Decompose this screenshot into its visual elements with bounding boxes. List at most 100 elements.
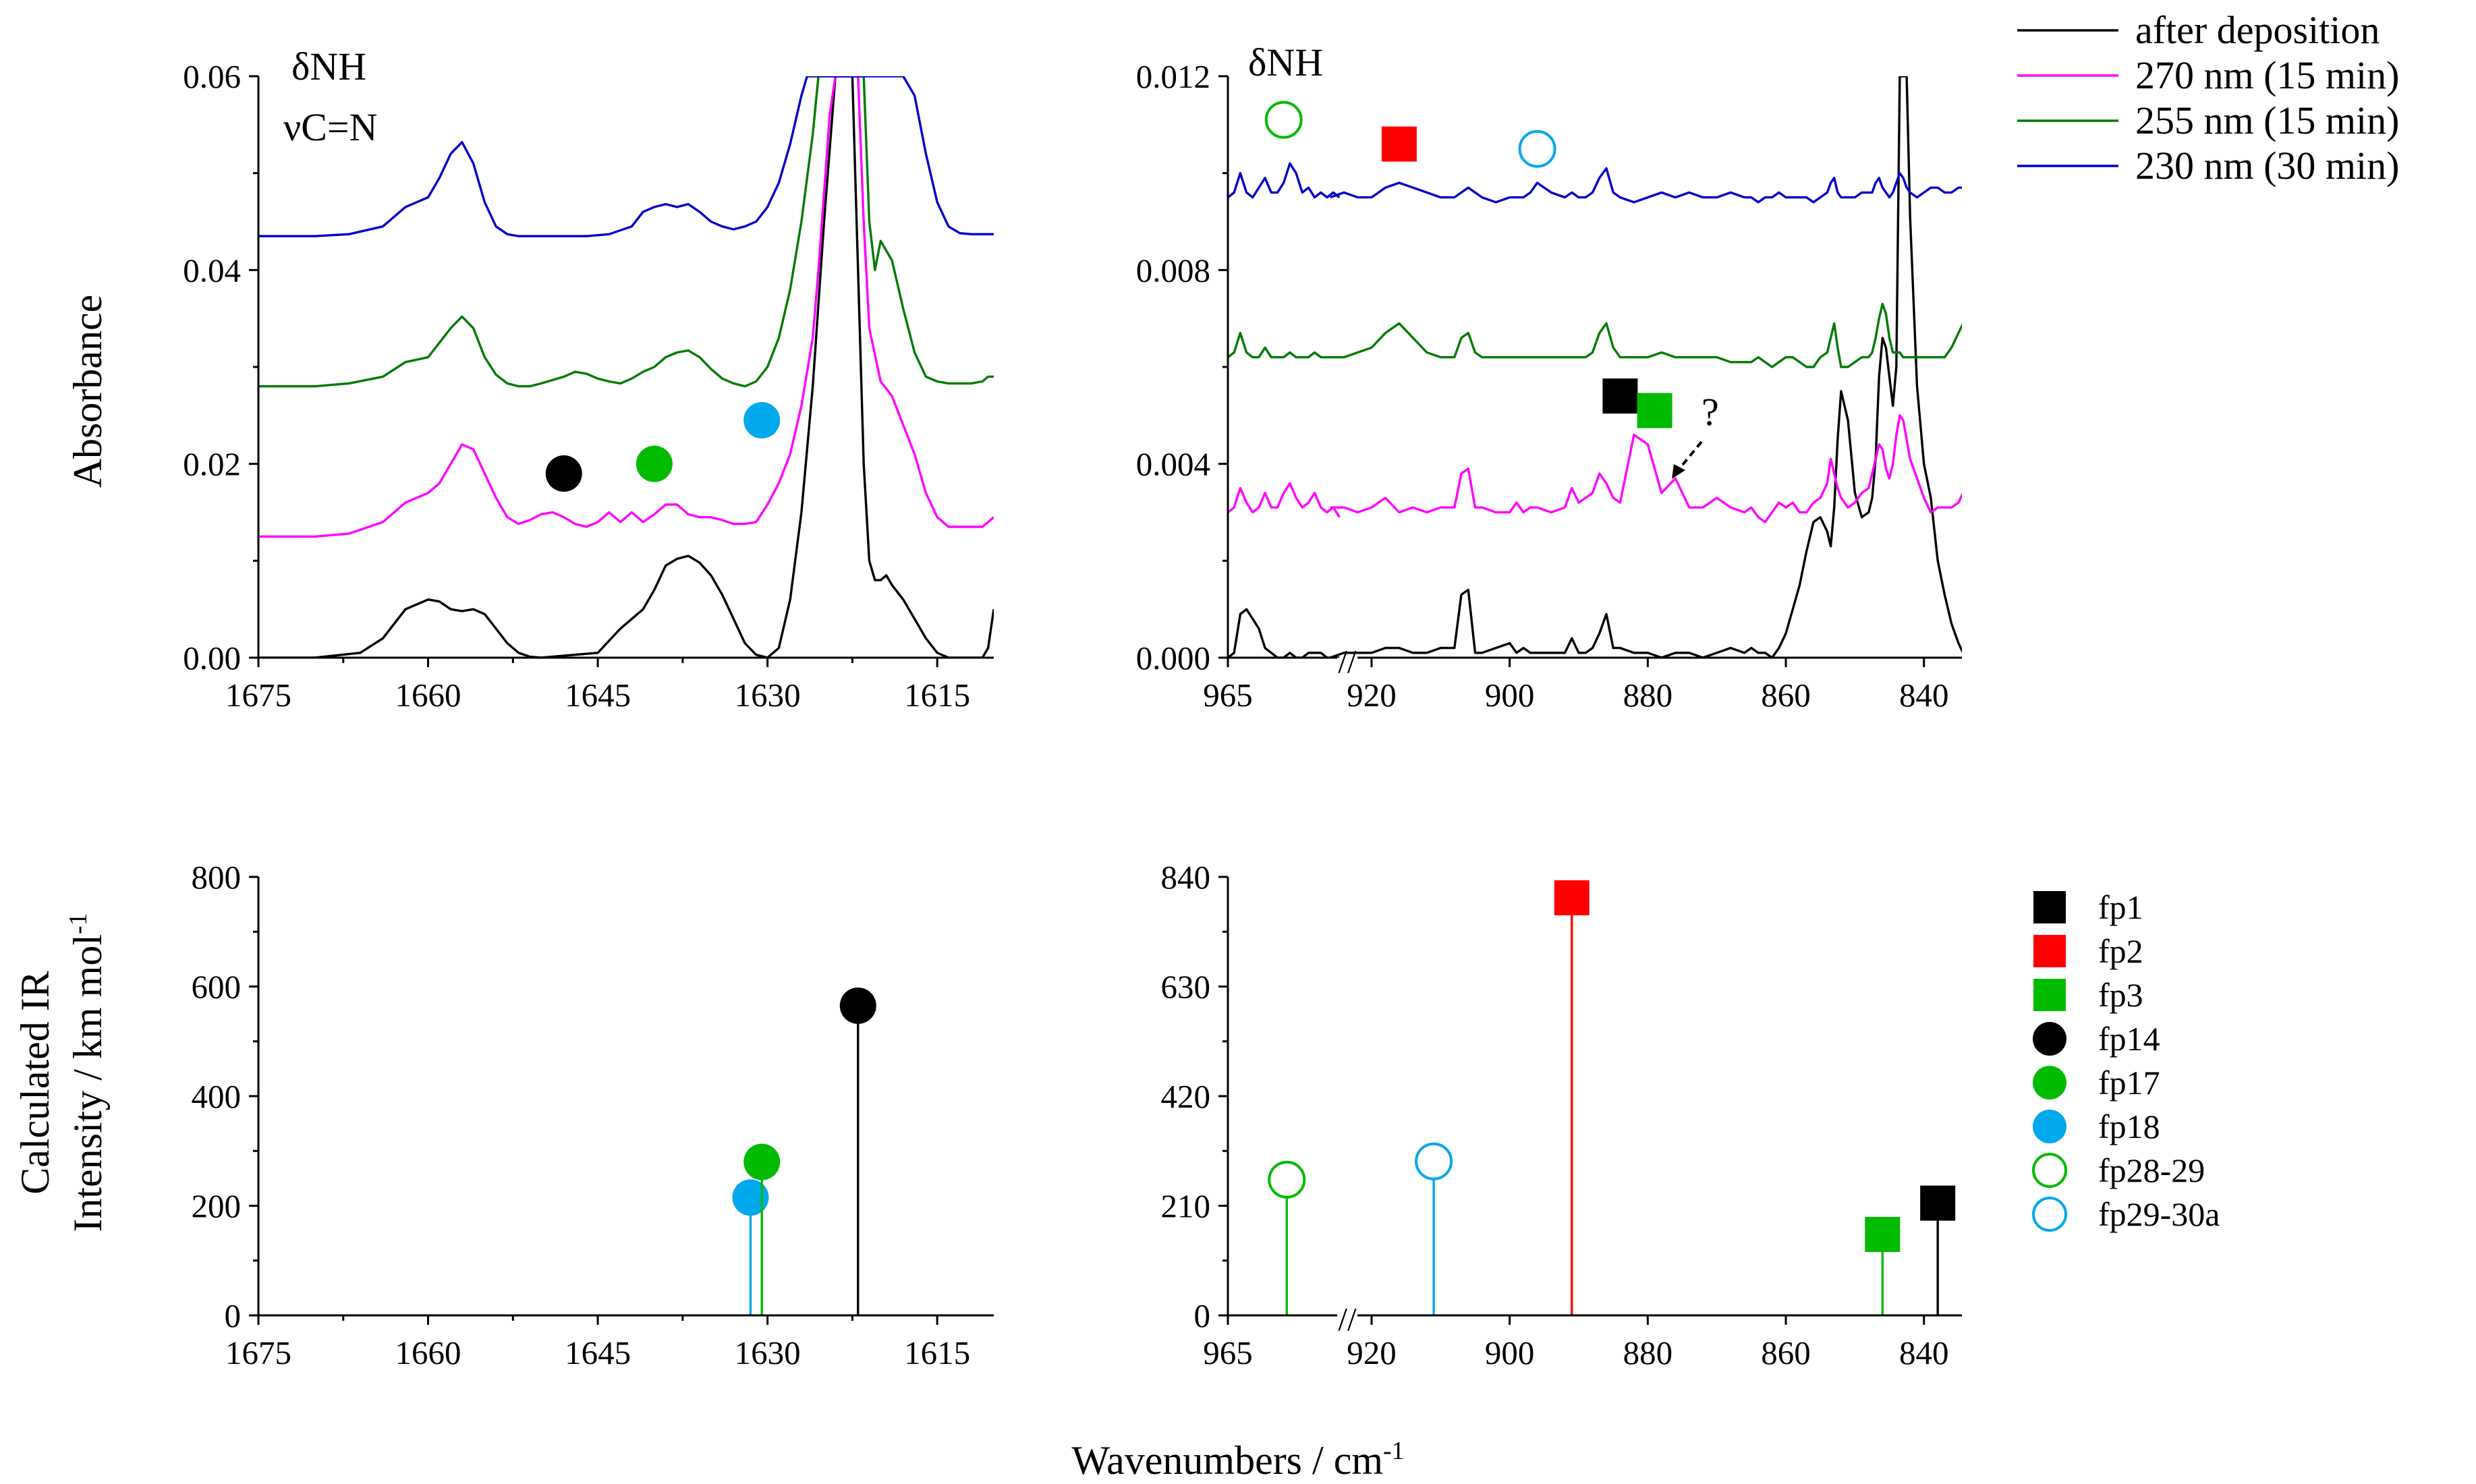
- legend-species-swatch: [2032, 1153, 2067, 1188]
- tr-axis-break: //: [1338, 643, 1357, 680]
- tr-x-tick-label: 840: [1899, 677, 1949, 714]
- panel-calculated-left: 1675 1660 1645 1630 1615 0 200 400 600 800: [192, 859, 994, 1371]
- legend-species-label: fp3: [2098, 976, 2143, 1014]
- tl-x-tick-label: 1630: [735, 677, 801, 714]
- tr-x-tick-label: 860: [1761, 677, 1811, 714]
- tr-plot-area: [1228, 76, 1962, 658]
- bl-y-axis-label-main: Intensity / km mol: [65, 934, 110, 1232]
- legend-spectra-label: 230 nm (30 min): [2135, 144, 2399, 188]
- tr-marker-fp28-29: [1264, 101, 1303, 139]
- tr-y-tick-label: 0.000: [1136, 639, 1210, 677]
- br-x-tick-label: 860: [1761, 1334, 1811, 1371]
- legend-species-swatch: [2033, 1110, 2066, 1143]
- bl-x-tick-label: 1645: [565, 1334, 631, 1371]
- tl-x-tick-label: 1660: [395, 677, 461, 714]
- bl-y-tick-label: 600: [192, 969, 242, 1006]
- legend-species-swatch: [2033, 1066, 2066, 1100]
- tl-series-after-deposition: [258, 76, 994, 658]
- tr-series-270-nm-15-min-: [1228, 414, 1962, 523]
- br-stick-marker-fp1: [1920, 1185, 1956, 1221]
- tl-y-tick-label: 0.02: [183, 446, 241, 483]
- tr-series-230-nm-30-min-: [1228, 162, 1962, 204]
- legend-species-label: fp1: [2098, 888, 2143, 926]
- br-y-tick-label: 630: [1161, 969, 1211, 1006]
- x-axis-label-main: Wavenumbers / cm: [1071, 1438, 1383, 1483]
- br-y-tick-label: 420: [1161, 1078, 1211, 1115]
- panel-experimental-left: 1675 1660 1645 1630 1615 0.00 0.02 0.04 0.06: [183, 58, 994, 714]
- tr-y-tick-label: 0.012: [1136, 58, 1210, 95]
- legend-species-swatch: [2033, 979, 2066, 1011]
- panel-calculated-right: // 965 920 900 880 860 840 0 210 420 630 840: [1161, 859, 1962, 1371]
- bl-x-tick-label: 1630: [735, 1334, 801, 1371]
- bl-stick-marker-fp18: [732, 1179, 769, 1216]
- tr-x-tick-label: 900: [1485, 677, 1535, 714]
- br-axis-break: //: [1338, 1301, 1357, 1338]
- bl-x-tick-label: 1615: [904, 1334, 970, 1371]
- tr-marker-fp3: [1637, 393, 1672, 428]
- tr-x-tick-label: 920: [1347, 677, 1397, 714]
- legend-species-swatch: [2033, 1022, 2066, 1056]
- tl-y-axis-label: Absorbance: [65, 295, 110, 488]
- tr-marker-fp2: [1381, 126, 1417, 162]
- br-x-tick-label: 920: [1347, 1334, 1397, 1371]
- bl-y-axis-label-sup: -1: [64, 913, 92, 934]
- br-stick-marker-fp29-30a: [1415, 1142, 1453, 1180]
- tl-series-255-nm-15-min-: [258, 76, 994, 388]
- br-y-tick-label: 210: [1161, 1188, 1211, 1225]
- legend-spectra-label: after deposition: [2135, 8, 2380, 52]
- legend-spectra-label: 255 nm (15 min): [2135, 98, 2399, 142]
- br-x-tick-label: 880: [1623, 1334, 1673, 1371]
- bl-y-axis-label-line2: Intensity / km mol-1: [64, 913, 110, 1232]
- tr-x-tick-label: 965: [1203, 677, 1253, 714]
- bl-y-tick-label: 400: [192, 1078, 242, 1115]
- tr-series-255-nm-15-min-: [1228, 302, 1962, 368]
- tl-y-tick-label: 0.04: [183, 252, 241, 289]
- tr-series-after-deposition: [1228, 76, 1962, 658]
- tl-marker-fp17: [636, 445, 673, 482]
- tl-marker-fp14: [545, 455, 582, 492]
- br-x-tick-label: 840: [1899, 1334, 1949, 1371]
- legend-species-label: fp18: [2098, 1108, 2160, 1145]
- legend-species-swatch: [2033, 891, 2066, 923]
- bl-x-tick-label: 1675: [225, 1334, 291, 1371]
- tr-marker-fp29-30a: [1518, 130, 1556, 168]
- tl-x-tick-label: 1615: [904, 677, 970, 714]
- bl-stick-marker-fp14: [839, 987, 876, 1024]
- tl-marker-fp18: [743, 402, 781, 439]
- annotation-vcn: νC=N: [283, 105, 378, 149]
- br-x-tick-label: 900: [1485, 1334, 1535, 1371]
- tr-x-tick-label: 880: [1623, 677, 1673, 714]
- x-axis-label-sup: -1: [1383, 1437, 1405, 1465]
- tr-y-tick-label: 0.008: [1136, 252, 1210, 289]
- tl-y-tick-label: 0.00: [183, 639, 241, 677]
- legend-species-label: fp28-29: [2098, 1151, 2205, 1189]
- legend-species-label: fp2: [2098, 932, 2143, 970]
- tl-x-tick-label: 1645: [565, 677, 631, 714]
- tr-marker-fp1: [1602, 378, 1638, 414]
- legend-species-label: fp29-30a: [2098, 1195, 2220, 1233]
- tl-series-270-nm-15-min-: [258, 76, 994, 538]
- x-axis-label: Wavenumbers / cm-1: [1071, 1437, 1404, 1483]
- bl-x-tick-label: 1660: [395, 1334, 461, 1371]
- tl-y-tick-label: 0.06: [183, 58, 241, 95]
- br-y-tick-label: 840: [1161, 859, 1211, 896]
- bl-y-tick-label: 0: [225, 1297, 242, 1334]
- legend-species-label: fp14: [2098, 1020, 2160, 1058]
- annotation-question-arrow: [1675, 440, 1703, 474]
- annotation-dnh-left: δNH: [291, 45, 366, 88]
- tl-series-230-nm-30-min-: [258, 76, 994, 237]
- br-stick-marker-fp2: [1554, 880, 1589, 915]
- br-stick-marker-fp28-29: [1268, 1160, 1306, 1199]
- annotation-question-arrowhead: [1672, 464, 1685, 479]
- tl-plot-area: [258, 76, 994, 658]
- panel-experimental-right: // 965 920 900 880 860 840 0.000 0.004 0.008 0.012: [1136, 58, 1962, 714]
- legend-spectra-label: 270 nm (15 min): [2135, 53, 2399, 97]
- legend-species-label: fp17: [2098, 1064, 2160, 1102]
- bl-y-tick-label: 200: [192, 1188, 242, 1225]
- annotation-dnh-right: δNH: [1248, 40, 1323, 84]
- annotation-question: ?: [1701, 390, 1719, 434]
- br-y-tick-label: 0: [1194, 1297, 1211, 1334]
- tr-y-tick-label: 0.004: [1136, 446, 1210, 483]
